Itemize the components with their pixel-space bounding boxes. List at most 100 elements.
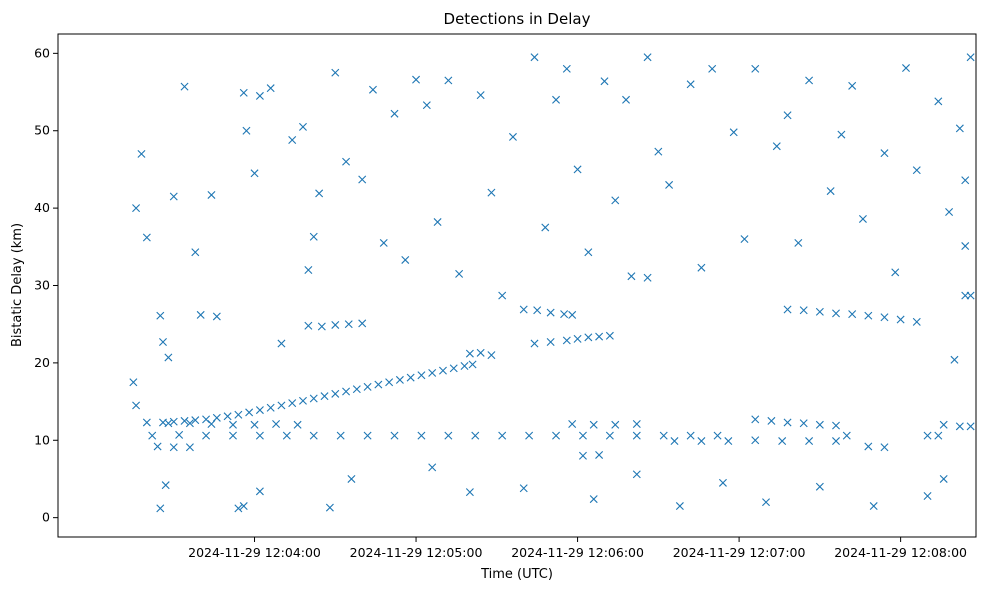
x-tick-label: 2024-11-29 12:05:00 — [350, 545, 483, 560]
data-point — [584, 248, 593, 257]
data-point — [573, 165, 582, 174]
data-point — [223, 412, 232, 421]
data-point — [255, 406, 264, 415]
data-point — [331, 389, 340, 398]
data-point — [595, 450, 604, 459]
data-point — [805, 437, 814, 446]
data-point — [826, 187, 835, 196]
y-tick-label: 20 — [34, 355, 50, 370]
data-point — [552, 95, 561, 104]
data-point — [460, 361, 469, 370]
data-point — [471, 431, 480, 440]
data-point — [169, 443, 178, 452]
x-tick-label: 2024-11-29 12:08:00 — [834, 545, 967, 560]
data-point — [697, 263, 706, 272]
y-tick-label: 30 — [34, 278, 50, 293]
data-point — [832, 437, 841, 446]
data-point — [164, 419, 173, 428]
data-point — [945, 207, 954, 216]
data-point — [180, 416, 189, 425]
data-point — [589, 495, 598, 504]
data-point — [298, 396, 307, 405]
data-point — [912, 166, 921, 175]
data-point — [562, 64, 571, 73]
data-point — [476, 91, 485, 100]
data-point — [304, 266, 313, 275]
data-point — [923, 431, 932, 440]
data-point — [438, 366, 447, 375]
data-point — [239, 88, 248, 97]
data-point — [412, 75, 421, 84]
plot-area — [129, 53, 975, 513]
data-point — [191, 248, 200, 257]
data-point — [250, 169, 259, 178]
data-point — [185, 443, 194, 452]
data-point — [374, 380, 383, 389]
data-point — [363, 382, 372, 391]
data-point — [137, 149, 146, 158]
data-point — [815, 482, 824, 491]
data-point — [584, 333, 593, 342]
data-point — [568, 420, 577, 429]
data-point — [368, 85, 377, 94]
data-point — [315, 189, 324, 198]
data-point — [444, 431, 453, 440]
data-point — [498, 291, 507, 300]
data-point — [487, 188, 496, 197]
data-point — [573, 334, 582, 343]
data-point — [250, 420, 259, 429]
data-point — [751, 436, 760, 445]
data-point — [665, 180, 674, 189]
y-tick-label: 40 — [34, 200, 50, 215]
data-point — [611, 196, 620, 205]
data-point — [568, 310, 577, 319]
data-point — [767, 416, 776, 425]
data-point — [417, 371, 426, 380]
data-point — [541, 223, 550, 232]
data-point — [896, 315, 905, 324]
data-point — [465, 488, 474, 497]
data-point — [363, 431, 372, 440]
data-point — [358, 175, 367, 184]
data-point — [519, 305, 528, 314]
data-point — [277, 339, 286, 348]
data-point — [161, 481, 170, 490]
data-point — [212, 413, 221, 422]
x-axis-label: Time (UTC) — [480, 567, 553, 582]
data-point — [298, 122, 307, 131]
y-tick-label: 0 — [42, 510, 50, 525]
data-point — [476, 348, 485, 357]
data-point — [395, 375, 404, 384]
data-point — [961, 242, 970, 251]
data-point — [799, 306, 808, 315]
data-point — [455, 269, 464, 278]
data-point — [675, 502, 684, 511]
data-point — [239, 502, 248, 511]
data-point — [729, 128, 738, 137]
data-point — [390, 109, 399, 118]
data-point — [891, 268, 900, 277]
data-point — [552, 431, 561, 440]
data-point — [912, 317, 921, 326]
data-point — [422, 101, 431, 110]
data-point — [433, 218, 442, 227]
data-point — [778, 437, 787, 446]
data-point — [832, 421, 841, 430]
data-point — [309, 232, 318, 241]
data-point — [815, 420, 824, 429]
x-axis: 2024-11-29 12:04:00 2024-11-29 12:05:00 20… — [188, 537, 967, 560]
data-point — [428, 368, 437, 377]
data-point — [266, 403, 275, 412]
y-axis: 0 10 20 30 40 50 60 — [34, 45, 58, 525]
data-point — [783, 111, 792, 120]
y-tick-label: 10 — [34, 432, 50, 447]
data-point — [718, 478, 727, 487]
data-point — [643, 273, 652, 282]
data-point — [245, 408, 254, 417]
data-point — [401, 255, 410, 264]
data-point — [864, 311, 873, 320]
data-point — [600, 77, 609, 86]
data-point — [578, 451, 587, 460]
